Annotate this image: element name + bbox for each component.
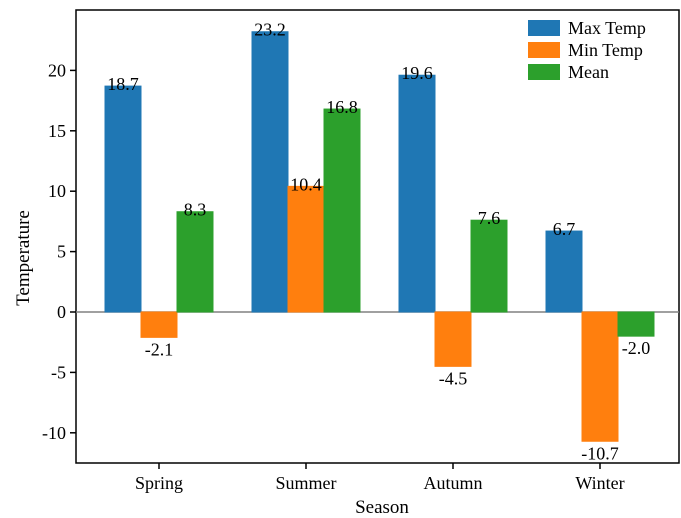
legend-label: Mean [568, 62, 609, 82]
y-axis: -10 -5 0 5 10 15 20 [42, 60, 76, 443]
x-axis: Spring Summer Autumn Winter [135, 463, 625, 493]
y-tick-label: 20 [48, 60, 66, 80]
y-tick-label: 10 [48, 181, 66, 201]
bar [545, 230, 583, 313]
legend-swatch [528, 64, 560, 80]
bar [287, 185, 325, 313]
bar [323, 108, 361, 313]
bars [104, 31, 655, 442]
bar-value-label: 18.7 [107, 74, 139, 94]
legend-swatch [528, 42, 560, 58]
bar [104, 85, 142, 313]
data-labels: 18.7 -2.1 8.3 23.2 10.4 16.8 19.6 -4.5 7.6 6.7 -10… [107, 20, 650, 464]
y-tick-label: -5 [51, 362, 66, 382]
bar [251, 31, 289, 313]
legend-label: Max Temp [568, 18, 646, 38]
bar [470, 219, 508, 313]
x-tick-label: Winter [575, 473, 624, 493]
bar [398, 74, 436, 313]
bar-value-label: -2.1 [145, 339, 174, 359]
bar-value-label: -2.0 [622, 338, 651, 358]
legend-label: Min Temp [568, 40, 643, 60]
bar-value-label: 6.7 [553, 219, 576, 239]
bar-value-label: 10.4 [290, 174, 322, 194]
x-axis-title: Season [355, 497, 409, 518]
bar-value-label: -4.5 [439, 368, 468, 388]
y-tick-label: 5 [57, 242, 66, 262]
x-tick-label: Spring [135, 473, 183, 493]
x-tick-label: Summer [276, 473, 337, 493]
plot-frame [75, 9, 680, 464]
bar-value-label: 23.2 [254, 20, 286, 40]
bar-value-label: 19.6 [401, 63, 433, 83]
y-tick-label: 0 [57, 302, 66, 322]
x-tick-label: Autumn [423, 473, 482, 493]
bar-value-label: 16.8 [326, 97, 358, 117]
bar [140, 311, 178, 338]
bar-value-label: -10.7 [581, 443, 619, 463]
bar [434, 311, 472, 367]
bar [617, 311, 655, 337]
y-tick-label: 15 [48, 121, 66, 141]
y-axis-title: Temperature [13, 210, 34, 306]
y-tick-label: -10 [42, 423, 66, 443]
bar [176, 211, 214, 313]
legend-swatch [528, 20, 560, 36]
bar [581, 311, 619, 442]
bar-value-label: 7.6 [478, 208, 501, 228]
bar-value-label: 8.3 [184, 200, 207, 220]
